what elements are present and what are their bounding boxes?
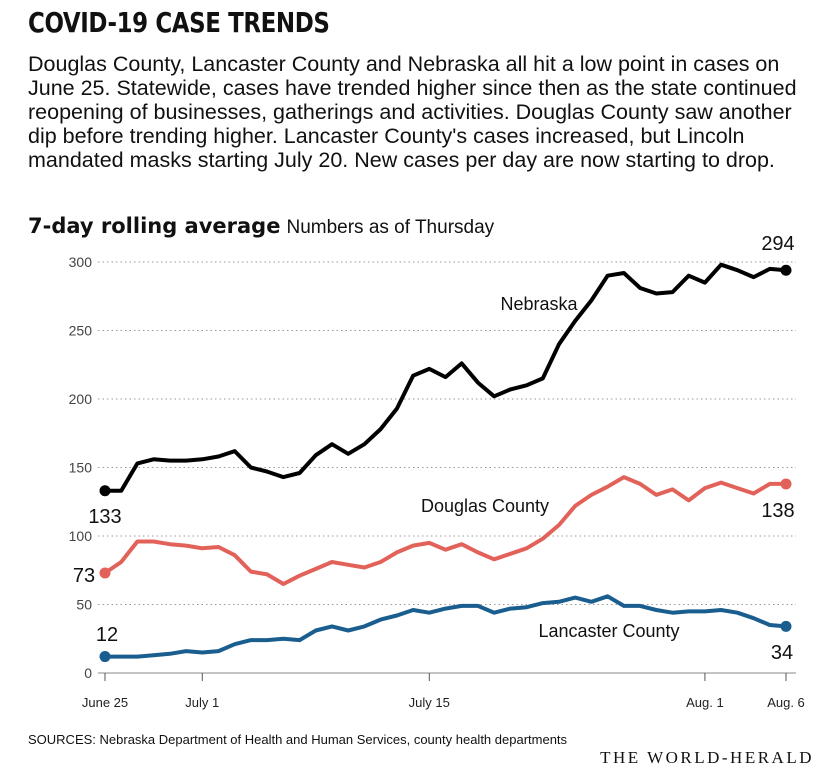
start-value-label-nebraska: 133 bbox=[88, 506, 121, 528]
x-tick-label: June 25 bbox=[82, 695, 128, 710]
start-value-label-douglas-county: 73 bbox=[73, 565, 95, 587]
end-value-label-nebraska: 294 bbox=[761, 233, 794, 255]
subtitle-light: Numbers as of Thursday bbox=[286, 217, 495, 238]
start-point-douglas-county bbox=[99, 567, 111, 579]
x-tick-label: July 15 bbox=[409, 695, 450, 710]
start-point-nebraska bbox=[99, 485, 111, 497]
chart-subtitle: 7-day rolling average Numbers as of Thurs… bbox=[28, 214, 494, 239]
chart-intro-text: Douglas County, Lancaster County and Neb… bbox=[28, 52, 797, 172]
series-label-lancaster-county: Lancaster County bbox=[538, 621, 679, 641]
subtitle-bold: 7-day rolling average bbox=[28, 214, 281, 238]
series-line-lancaster-county bbox=[103, 594, 788, 659]
series-line-douglas-county bbox=[103, 475, 788, 586]
x-tick-label: Aug. 1 bbox=[686, 695, 724, 710]
chart-title: COVID-19 CASE TRENDS bbox=[28, 6, 330, 39]
end-point-douglas-county bbox=[780, 478, 792, 490]
start-value-label-lancaster-county: 12 bbox=[96, 624, 118, 646]
x-tick-label: July 1 bbox=[185, 695, 219, 710]
series-label-nebraska: Nebraska bbox=[500, 294, 578, 314]
end-value-label-lancaster-county: 34 bbox=[771, 642, 793, 664]
series-label-douglas-county: Douglas County bbox=[421, 496, 549, 516]
source-note: SOURCES: Nebraska Department of Health a… bbox=[28, 732, 568, 747]
y-tick-label-300: 300 bbox=[69, 254, 93, 270]
x-tick-label: Aug. 6 bbox=[767, 695, 805, 710]
y-tick-label-250: 250 bbox=[69, 323, 93, 339]
y-tick-label-0: 0 bbox=[84, 665, 92, 681]
series-line-nebraska bbox=[103, 262, 788, 493]
y-tick-label-50: 50 bbox=[76, 597, 92, 613]
end-point-lancaster-county bbox=[780, 620, 792, 632]
end-value-label-douglas-county: 138 bbox=[761, 500, 794, 522]
start-point-lancaster-county bbox=[99, 651, 111, 663]
y-tick-label-200: 200 bbox=[69, 391, 93, 407]
publisher-logo: THE WORLD-HERALD bbox=[600, 748, 814, 767]
end-point-nebraska bbox=[780, 264, 792, 276]
y-tick-label-150: 150 bbox=[69, 460, 93, 476]
y-tick-label-100: 100 bbox=[69, 528, 93, 544]
